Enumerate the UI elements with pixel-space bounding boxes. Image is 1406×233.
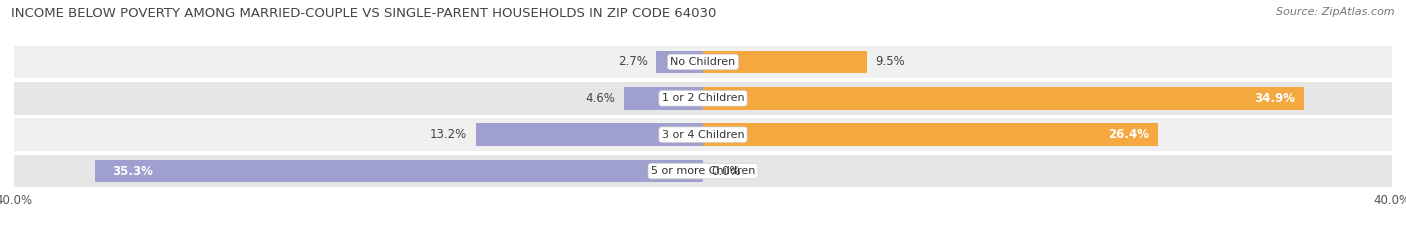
- Bar: [14, 82, 1392, 115]
- Bar: [703, 87, 1305, 110]
- Bar: [703, 51, 866, 73]
- Text: 1 or 2 Children: 1 or 2 Children: [662, 93, 744, 103]
- Text: 0.0%: 0.0%: [711, 164, 741, 178]
- Bar: [475, 123, 703, 146]
- Bar: [657, 51, 703, 73]
- Bar: [14, 155, 1392, 187]
- Text: No Children: No Children: [671, 57, 735, 67]
- Text: 2.7%: 2.7%: [619, 55, 648, 69]
- Bar: [703, 123, 1157, 146]
- Bar: [624, 87, 703, 110]
- Text: 13.2%: 13.2%: [430, 128, 467, 141]
- Text: INCOME BELOW POVERTY AMONG MARRIED-COUPLE VS SINGLE-PARENT HOUSEHOLDS IN ZIP COD: INCOME BELOW POVERTY AMONG MARRIED-COUPL…: [11, 7, 717, 20]
- Text: 3 or 4 Children: 3 or 4 Children: [662, 130, 744, 140]
- Text: 4.6%: 4.6%: [585, 92, 616, 105]
- Text: 26.4%: 26.4%: [1108, 128, 1149, 141]
- Bar: [96, 160, 703, 182]
- Text: 34.9%: 34.9%: [1254, 92, 1295, 105]
- Bar: [14, 118, 1392, 151]
- Text: 35.3%: 35.3%: [112, 164, 153, 178]
- Text: 9.5%: 9.5%: [875, 55, 905, 69]
- Text: 5 or more Children: 5 or more Children: [651, 166, 755, 176]
- Bar: [14, 46, 1392, 78]
- Text: Source: ZipAtlas.com: Source: ZipAtlas.com: [1277, 7, 1395, 17]
